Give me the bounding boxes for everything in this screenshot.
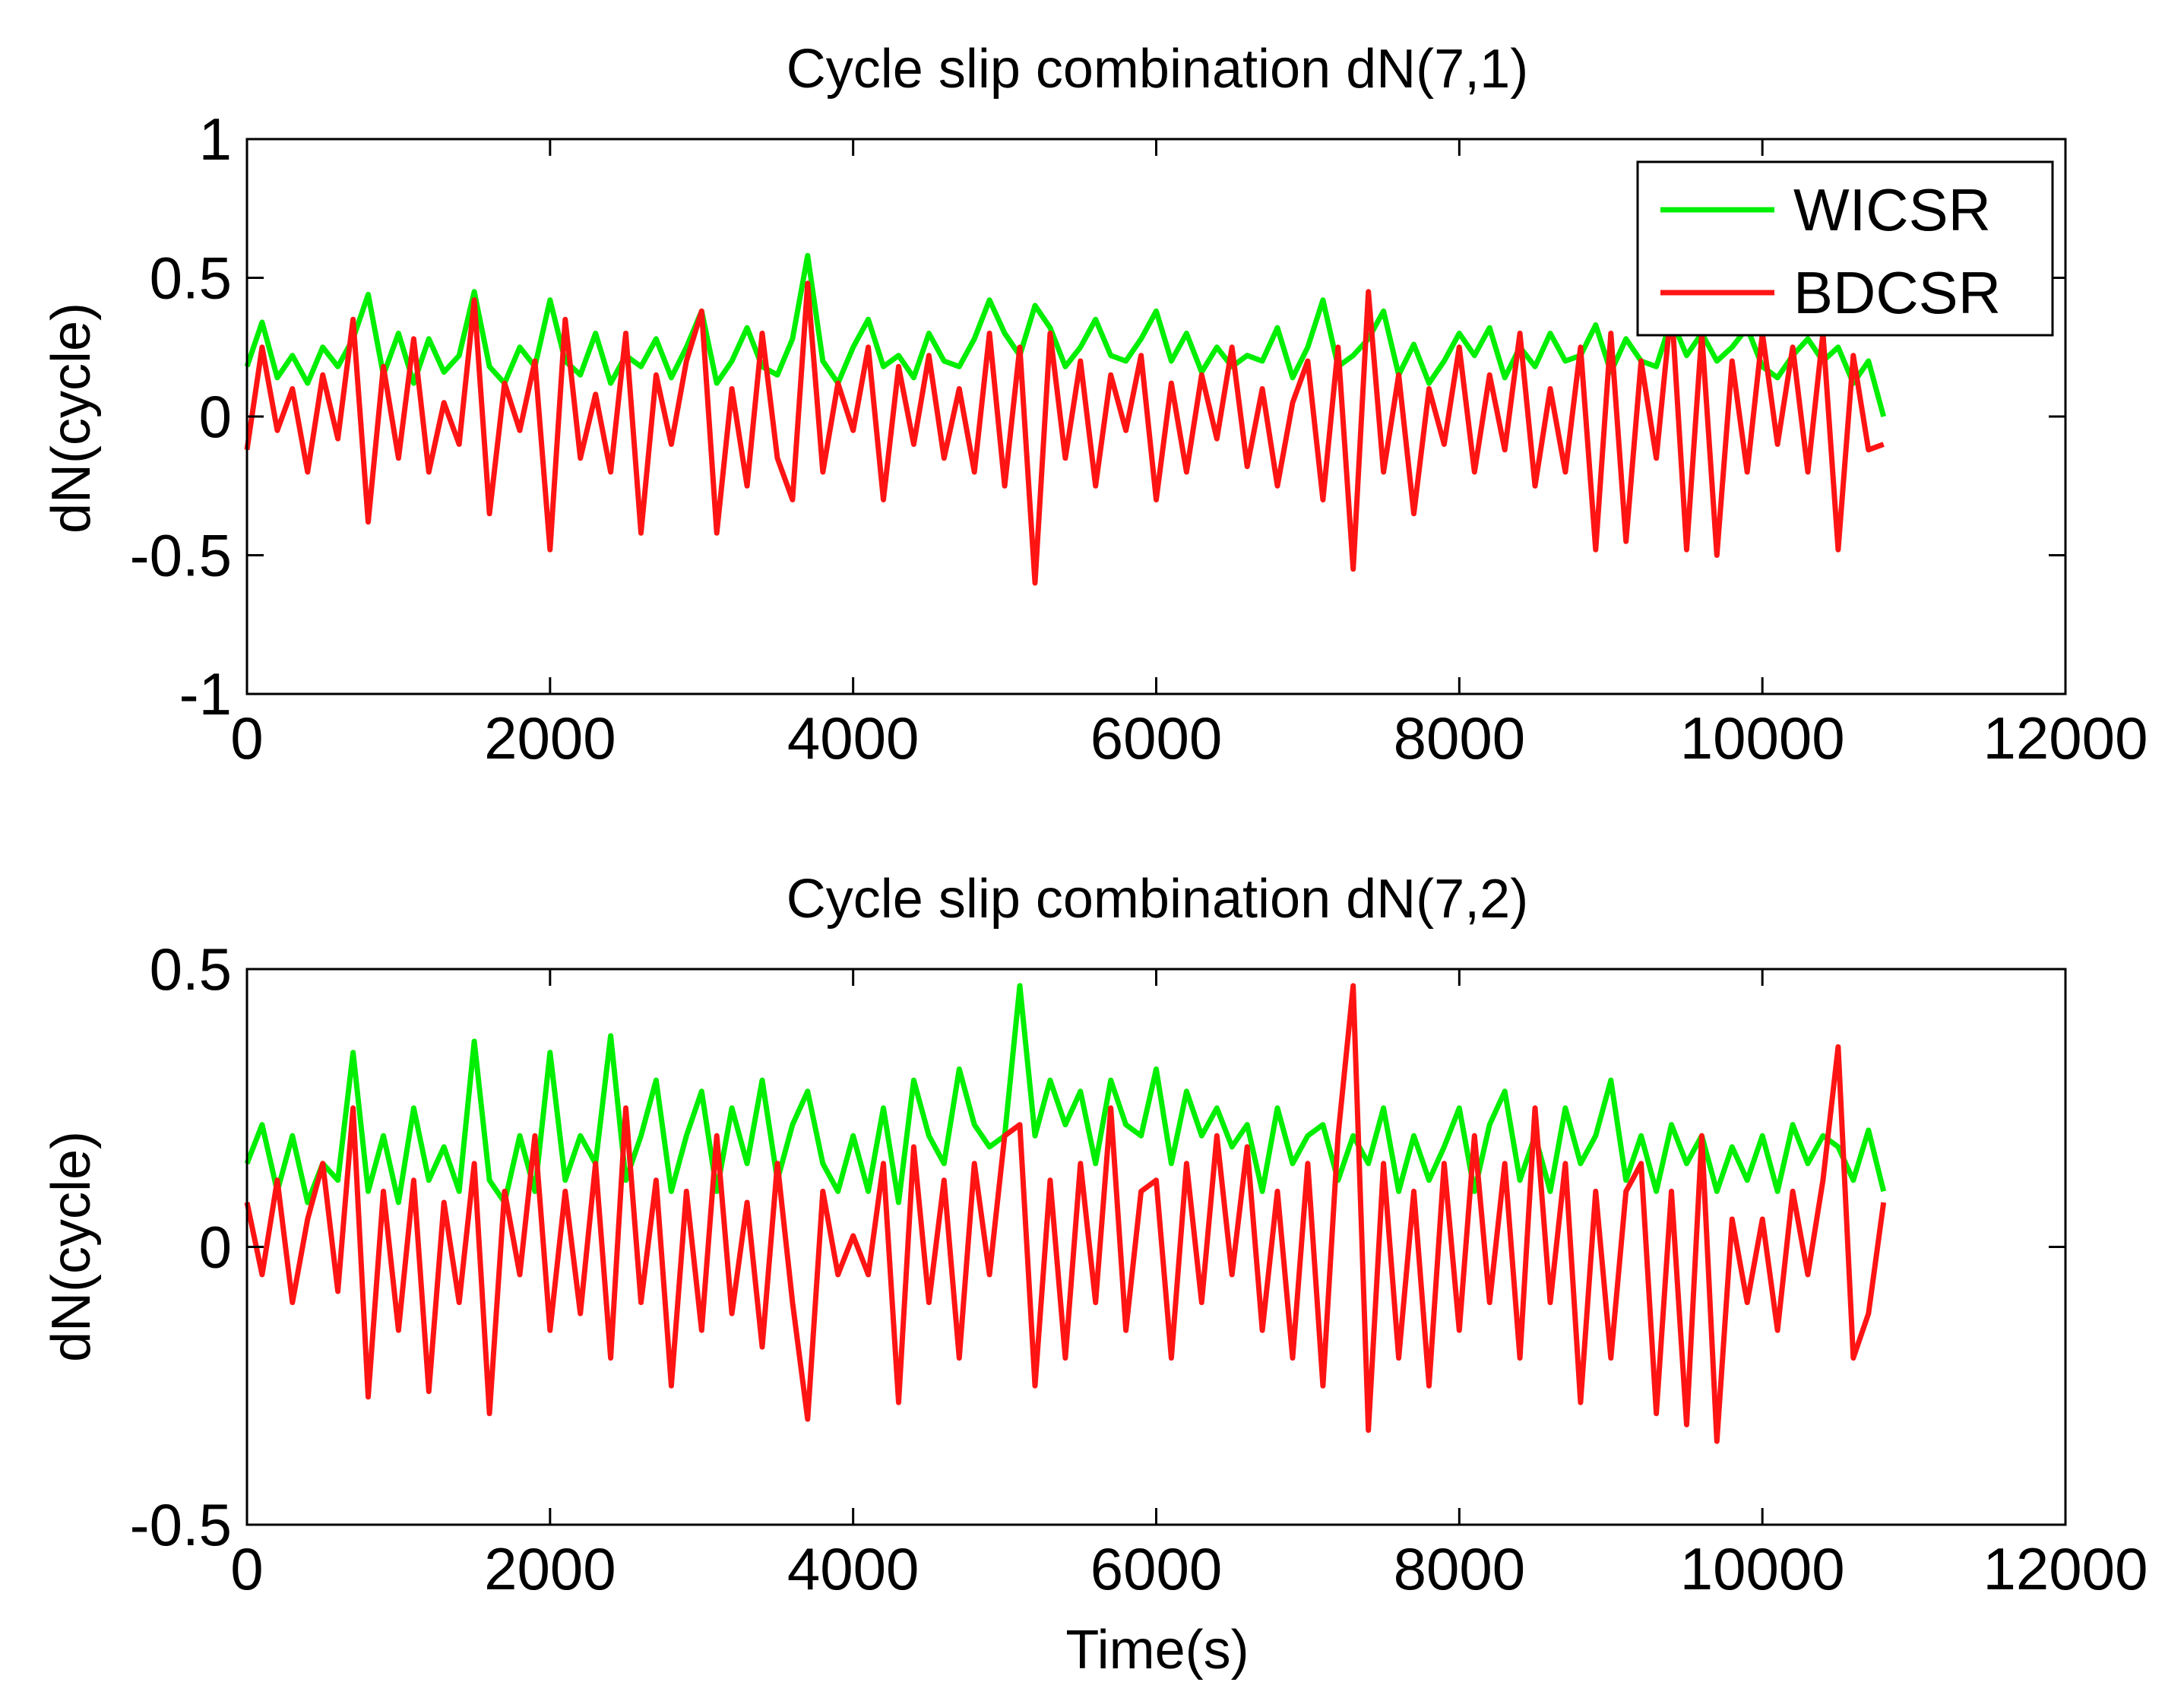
x-tick-label: 6000: [1090, 1535, 1223, 1602]
legend-label-wicsr: WICSR: [1793, 176, 1991, 243]
x-tick-label: 10000: [1680, 705, 1845, 771]
x-tick-label: 12000: [1983, 705, 2148, 771]
ticks-layer-bottom: 0 2000 4000 6000 8000 10000 12000-0.500.5: [130, 936, 2148, 1602]
series-line-bdcsr-bottom: [244, 983, 1887, 1444]
ticks-layer-top: 0 2000 4000 6000 8000 10000 12000 -1 -0.5 0 0.5 1: [130, 106, 2148, 771]
y-tick-label: -0.5: [130, 1491, 232, 1558]
series-line-bdcsr-top: [244, 280, 1885, 586]
x-tick-label: 8000: [1394, 1535, 1526, 1602]
panel-top: Cycle slip combination dN(7,1) dN(cycle)…: [41, 39, 2148, 771]
chart-title-bottom: Cycle slip combination dN(7,2): [787, 869, 1528, 930]
legend-box: [1636, 160, 2054, 337]
y-tick-label: 0: [199, 1214, 232, 1281]
x-tick-label: 8000: [1394, 705, 1526, 771]
y-axis-label-bottom: dN(cycle): [41, 1131, 102, 1362]
y-tick-label: 1: [199, 106, 232, 173]
legend-label-bdcsr: BDCSR: [1793, 259, 2001, 326]
x-tick-label: 12000: [1983, 1535, 2148, 1602]
y-tick-label: 0: [199, 383, 232, 450]
x-tick-label: 0: [230, 705, 263, 771]
x-tick-label: 0: [230, 1535, 263, 1602]
x-axis-label-bottom: Time(s): [1065, 1620, 1249, 1681]
y-axis-label-top: dN(cycle): [41, 303, 102, 534]
x-tick-label: 4000: [787, 705, 919, 771]
series-line-wicsr-bottom: [244, 983, 1887, 1205]
y-tick-label: -1: [179, 661, 232, 727]
axes-box-bottom: [245, 968, 2067, 1526]
x-tick-label: 2000: [484, 1535, 616, 1602]
y-tick-label: 0.5: [150, 936, 232, 1003]
chart-title-top: Cycle slip combination dN(7,1): [787, 39, 1528, 100]
series-layer-bottom: [244, 983, 1887, 1444]
series-layer-top: [244, 252, 1887, 586]
legend: WICSR BDCSR: [1636, 160, 2054, 337]
panel-bottom: Cycle slip combination dN(7,2) dN(cycle)…: [41, 869, 2148, 1681]
x-tick-label: 6000: [1090, 705, 1223, 771]
y-tick-label: 0.5: [150, 245, 232, 312]
x-tick-label: 2000: [484, 705, 616, 771]
y-tick-label: -0.5: [130, 522, 232, 589]
x-tick-label: 10000: [1680, 1535, 1845, 1602]
series-line-wicsr-top: [244, 252, 1887, 417]
x-tick-label: 4000: [787, 1535, 919, 1602]
